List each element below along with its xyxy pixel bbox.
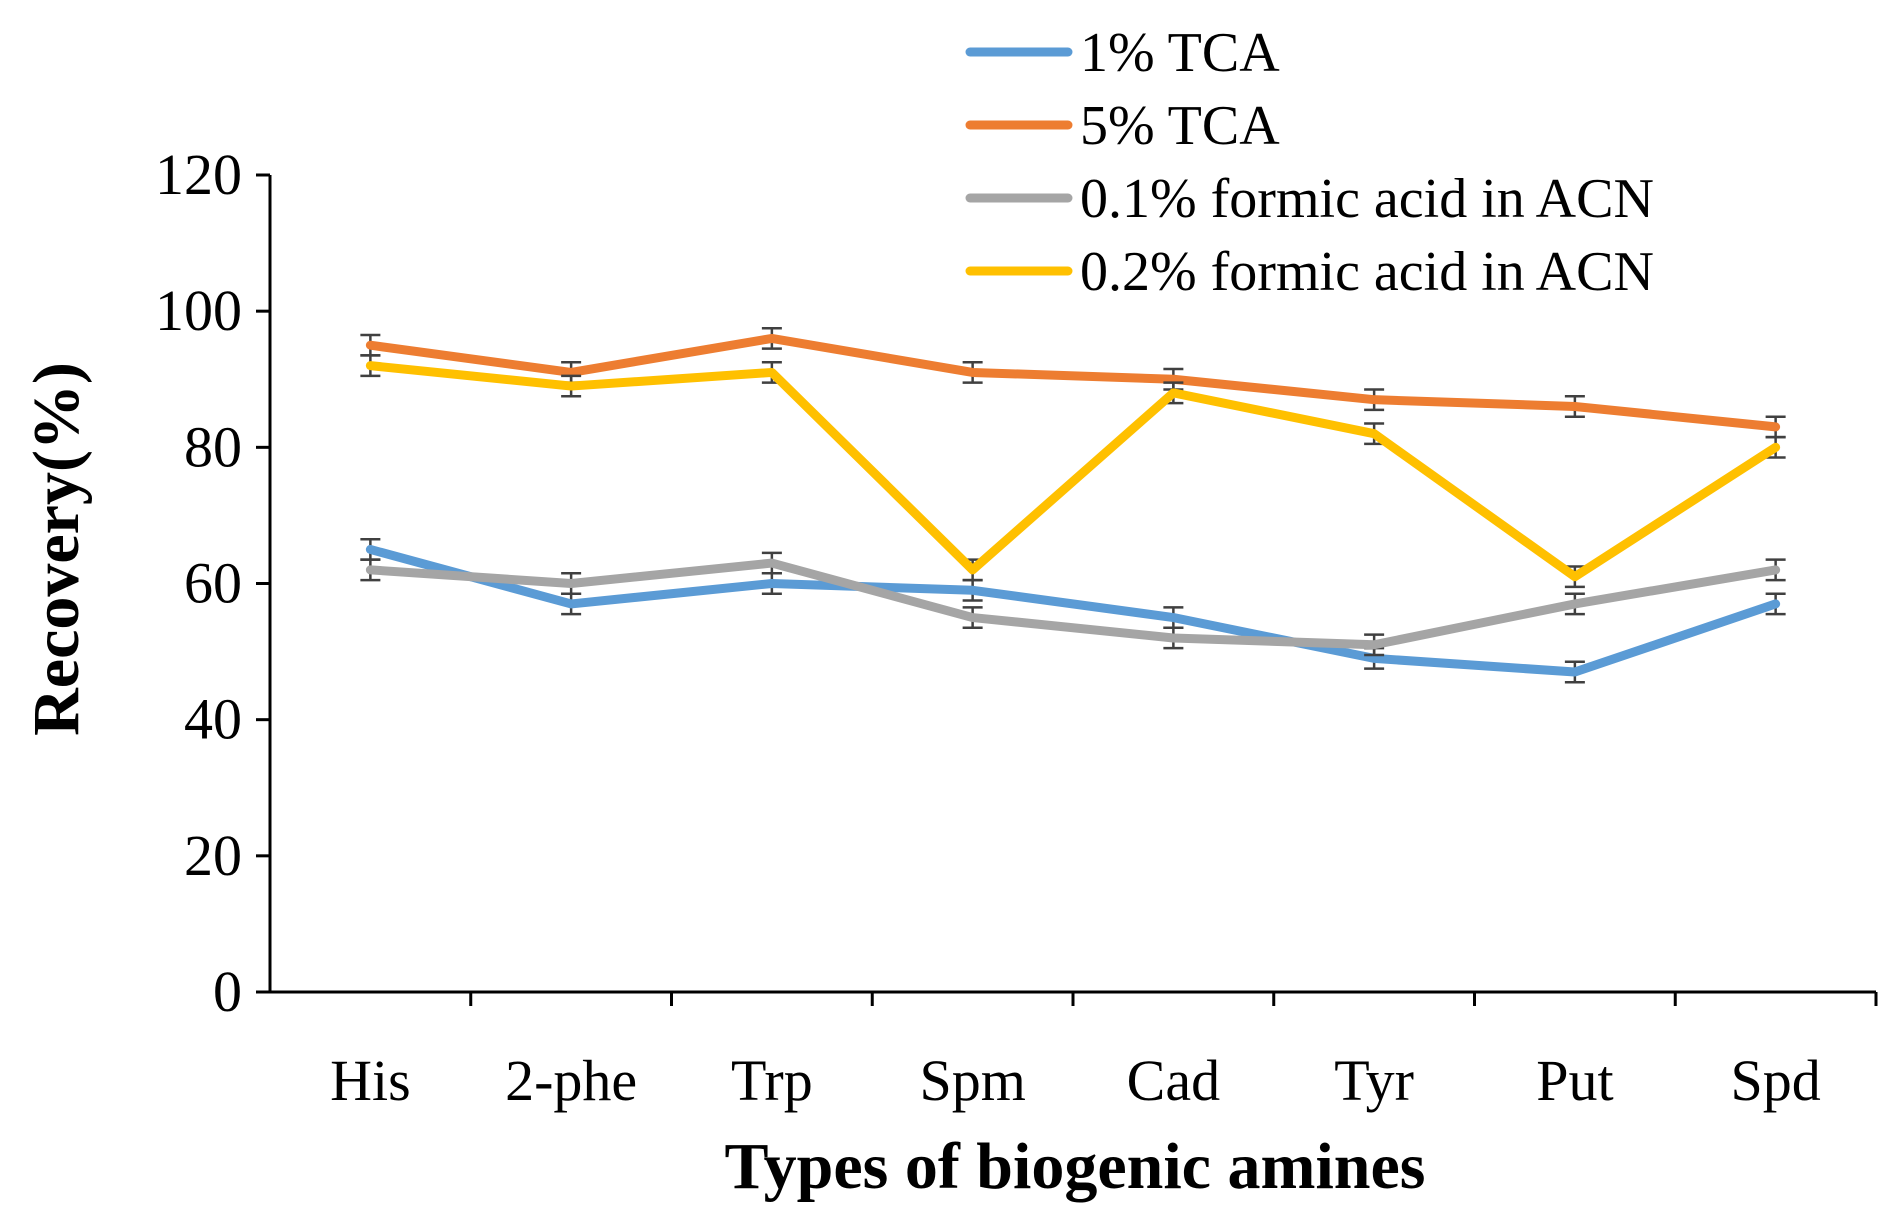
series-line bbox=[365, 558, 1781, 650]
data-point bbox=[1373, 433, 1375, 435]
x-tick-label: 2-phe bbox=[505, 1048, 637, 1113]
data-point bbox=[771, 562, 773, 564]
legend-label: 0.1% formic acid in ACN bbox=[1080, 168, 1654, 230]
x-tick-label: Tyr bbox=[1334, 1048, 1414, 1113]
legend-item: 0.2% formic acid in ACN bbox=[965, 241, 1654, 303]
legend: 1% TCA 5% TCA 0.1% formic acid in ACN 0.2% … bbox=[965, 22, 1654, 303]
y-tick-label: 120 bbox=[155, 142, 242, 207]
data-point bbox=[972, 371, 974, 373]
y-tick-label: 60 bbox=[184, 551, 242, 616]
data-point bbox=[570, 583, 572, 585]
x-tick-label: Cad bbox=[1127, 1048, 1220, 1113]
data-point bbox=[570, 371, 572, 373]
legend-label: 0.2% formic acid in ACN bbox=[1080, 241, 1654, 303]
y-tick-label: 80 bbox=[184, 414, 242, 479]
data-point bbox=[1172, 617, 1174, 619]
axes bbox=[256, 173, 1878, 1006]
y-tick-label: 0 bbox=[213, 959, 242, 1024]
data-point bbox=[570, 603, 572, 605]
y-axis-title: Recovery(%) bbox=[20, 362, 93, 736]
data-point bbox=[1775, 603, 1777, 605]
data-point bbox=[1172, 637, 1174, 639]
series-layer bbox=[360, 326, 1786, 684]
data-point bbox=[1574, 671, 1576, 673]
y-tick-label: 20 bbox=[184, 823, 242, 888]
legend-label: 5% TCA bbox=[1080, 95, 1280, 157]
data-point bbox=[1574, 405, 1576, 407]
x-tick-label: His bbox=[330, 1048, 411, 1113]
x-tick-label: Spm bbox=[919, 1048, 1025, 1113]
x-tick-label: Spd bbox=[1730, 1048, 1820, 1113]
series-line bbox=[365, 333, 1781, 432]
series-line bbox=[365, 544, 1781, 677]
data-point bbox=[771, 371, 773, 373]
series-4 bbox=[360, 354, 1786, 589]
x-tick-label: Trp bbox=[731, 1048, 813, 1113]
data-point bbox=[1574, 603, 1576, 605]
data-point bbox=[1373, 399, 1375, 401]
data-point bbox=[570, 385, 572, 387]
y-tick-labels: 0 20 40 60 80 100 120 bbox=[155, 142, 242, 1024]
x-axis-title: Types of biogenic amines bbox=[725, 1130, 1426, 1203]
series-1 bbox=[360, 537, 1786, 684]
y-tick-label: 40 bbox=[184, 687, 242, 752]
data-point bbox=[1775, 426, 1777, 428]
legend-item: 5% TCA bbox=[965, 95, 1280, 157]
data-point bbox=[1373, 657, 1375, 659]
data-point bbox=[369, 344, 371, 346]
data-point bbox=[369, 569, 371, 571]
legend-item: 0.1% formic acid in ACN bbox=[965, 168, 1654, 230]
y-tick-label: 100 bbox=[155, 278, 242, 343]
data-point bbox=[1775, 446, 1777, 448]
data-point bbox=[369, 365, 371, 367]
data-point bbox=[771, 337, 773, 339]
data-point bbox=[1172, 392, 1174, 394]
data-point bbox=[972, 569, 974, 571]
data-point bbox=[1574, 576, 1576, 578]
x-tick-labels: His 2-phe Trp Spm Cad Tyr Put Spd bbox=[330, 1048, 1821, 1113]
data-point bbox=[771, 583, 773, 585]
series-line bbox=[365, 361, 1781, 582]
legend-item: 1% TCA bbox=[965, 22, 1280, 84]
data-point bbox=[1172, 378, 1174, 380]
data-point bbox=[972, 617, 974, 619]
data-point bbox=[972, 589, 974, 591]
series-3 bbox=[360, 551, 1786, 657]
data-point bbox=[369, 548, 371, 550]
x-tick-label: Put bbox=[1536, 1048, 1613, 1113]
data-point bbox=[1775, 569, 1777, 571]
data-point bbox=[1373, 644, 1375, 646]
legend-label: 1% TCA bbox=[1080, 22, 1280, 84]
